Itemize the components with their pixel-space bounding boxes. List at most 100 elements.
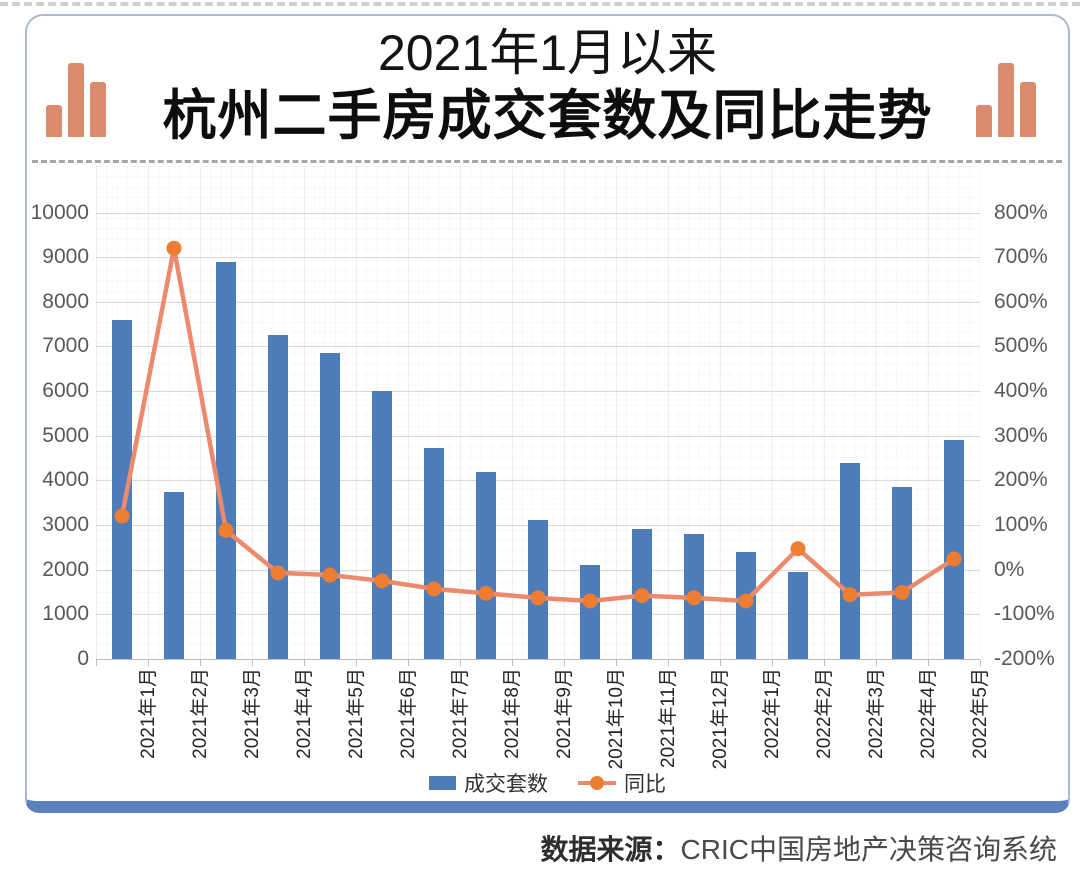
deco-bar	[976, 105, 992, 137]
x-axis-tickmark	[200, 660, 201, 666]
x-axis-tickmark	[512, 660, 513, 666]
gridline	[96, 257, 980, 259]
deco-bar	[46, 105, 62, 137]
y-axis-tick-right: 600%	[994, 289, 1048, 313]
x-axis-tickmark	[460, 660, 461, 666]
y-axis-tick-left: 9000	[42, 245, 89, 269]
y-axis-tick-left: 8000	[42, 289, 89, 313]
bar	[268, 335, 288, 659]
deco-bar	[1020, 82, 1036, 137]
x-axis-label-text: 2022年2月	[814, 668, 835, 759]
y-axis-tick-left: 1000	[42, 602, 89, 626]
y-axis-tick-left: 3000	[42, 513, 89, 537]
bar	[840, 463, 860, 659]
x-axis-label-text: 2021年10月	[606, 668, 627, 770]
x-axis-label-text: 2021年2月	[190, 668, 211, 759]
deco-bar	[68, 63, 84, 137]
page-title: 杭州二手房成交套数及同比走势	[162, 86, 933, 146]
x-axis-tickmark	[928, 660, 929, 666]
x-axis-tickmark	[96, 660, 97, 666]
y-axis-tick-left: 2000	[42, 557, 89, 581]
x-axis-tickmark	[720, 660, 721, 666]
y-axis-tick-right: 100%	[994, 513, 1048, 537]
bar	[164, 491, 184, 659]
x-axis-label-text: 2022年5月	[970, 668, 991, 759]
bar	[528, 519, 548, 659]
x-axis-label-text: 2021年1月	[138, 668, 159, 759]
y-axis-tick-left: 0	[77, 647, 89, 670]
x-axis-tickmark	[408, 660, 409, 666]
x-axis-label-text: 2021年12月	[710, 668, 731, 770]
y-axis-tick-left: 7000	[42, 334, 89, 358]
source-text: CRIC中国房地产决策咨询系统	[680, 834, 1057, 865]
legend-item-bars: 成交套数	[429, 768, 548, 798]
x-axis-label-text: 2021年4月	[294, 668, 315, 759]
bar	[892, 486, 912, 659]
y-axis-tick-left: 5000	[42, 423, 89, 447]
x-axis-tickmark	[304, 660, 305, 666]
x-axis-tickmark	[148, 660, 149, 666]
bar	[580, 565, 600, 659]
bar	[372, 391, 392, 659]
x-axis-tickmark	[356, 660, 357, 666]
x-axis-tickmark	[980, 660, 981, 666]
x-axis-tickmark	[564, 660, 565, 666]
x-axis-tickmark	[772, 660, 773, 666]
bar	[112, 319, 132, 659]
x-axis-tickmark	[252, 660, 253, 666]
bar	[424, 448, 444, 659]
gridline	[96, 212, 980, 214]
x-axis-tickmark	[616, 660, 617, 666]
title-block: 2021年1月以来 杭州二手房成交套数及同比走势	[27, 26, 1068, 146]
chart-card: 2021年1月以来 杭州二手房成交套数及同比走势 10000 800% 9000 70…	[25, 14, 1070, 813]
bar	[320, 353, 340, 659]
bar	[216, 261, 236, 659]
bar	[944, 440, 964, 659]
bar	[684, 534, 704, 659]
y-axis-tick-right: 800%	[994, 200, 1048, 224]
legend-item-line: 同比	[578, 768, 666, 798]
x-axis-label-text: 2021年8月	[502, 668, 523, 759]
bar	[736, 551, 756, 659]
y-axis-tick-right: 700%	[994, 245, 1048, 269]
bar	[788, 571, 808, 659]
x-axis-tickmark	[824, 660, 825, 666]
y-axis-tick-right: 0%	[994, 557, 1025, 581]
legend-line-dot	[590, 776, 604, 790]
y-axis-tick-right: -200%	[994, 647, 1055, 670]
x-axis-label-text: 2022年3月	[866, 668, 887, 759]
y-axis-tick-left: 10000	[30, 200, 89, 224]
bar	[476, 472, 496, 659]
x-axis-label-text: 2021年11月	[658, 668, 679, 768]
y-axis-tick-right: 400%	[994, 379, 1048, 403]
deco-bar	[998, 63, 1014, 137]
chart-legend: 成交套数 同比	[27, 768, 1068, 798]
source-label: 数据来源：	[540, 834, 681, 865]
data-source: 数据来源：CRIC中国房地产决策咨询系统	[541, 828, 1057, 868]
title-period: 2021年1月以来	[377, 25, 718, 81]
x-axis-label-text: 2022年1月	[762, 668, 783, 759]
top-dashed-rule	[0, 2, 1080, 6]
legend-bar-swatch	[429, 776, 456, 790]
x-axis-label-text: 2021年6月	[398, 668, 419, 759]
x-axis-line	[96, 659, 980, 660]
bar-chart-icon	[976, 63, 1036, 137]
y-axis-tick-right: 200%	[994, 468, 1048, 492]
bar	[632, 528, 652, 659]
x-axis-label-text: 2021年7月	[450, 668, 471, 759]
legend-line-swatch	[578, 776, 616, 790]
y-axis-tick-right: 500%	[994, 334, 1048, 358]
y-axis-tick-left: 6000	[42, 379, 89, 403]
x-axis-tickmark	[668, 660, 669, 666]
x-axis-tickmark	[876, 660, 877, 666]
y-axis-tick-right: 300%	[994, 423, 1048, 447]
y-axis-tick-right: -100%	[994, 602, 1055, 626]
legend-bars-label: 成交套数	[464, 773, 548, 796]
title-divider	[32, 160, 1062, 163]
bar-chart-icon	[46, 63, 106, 137]
x-axis-label-text: 2021年3月	[242, 668, 263, 759]
x-axis-label-text: 2021年9月	[554, 668, 575, 759]
x-axis-label-text: 2021年5月	[346, 668, 367, 759]
y-axis-tick-left: 4000	[42, 468, 89, 492]
